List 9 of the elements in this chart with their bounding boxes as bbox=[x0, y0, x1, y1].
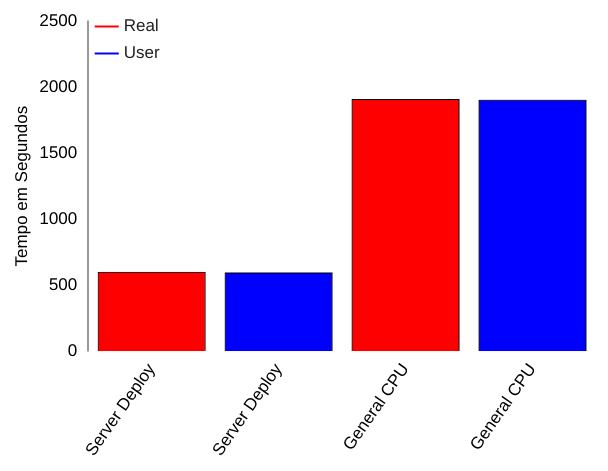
y-tick-label: 2500 bbox=[39, 10, 78, 30]
y-tick-label: 1500 bbox=[39, 142, 78, 162]
y-tick-label: 500 bbox=[48, 274, 78, 294]
y-tick-label: 2000 bbox=[39, 76, 78, 96]
y-axis-title: Tempo em Segundos bbox=[12, 106, 31, 266]
y-tick-label: 1000 bbox=[39, 208, 78, 228]
legend-label: User bbox=[124, 43, 160, 62]
legend-label: Real bbox=[124, 16, 159, 36]
y-tick-label: 0 bbox=[68, 340, 78, 360]
